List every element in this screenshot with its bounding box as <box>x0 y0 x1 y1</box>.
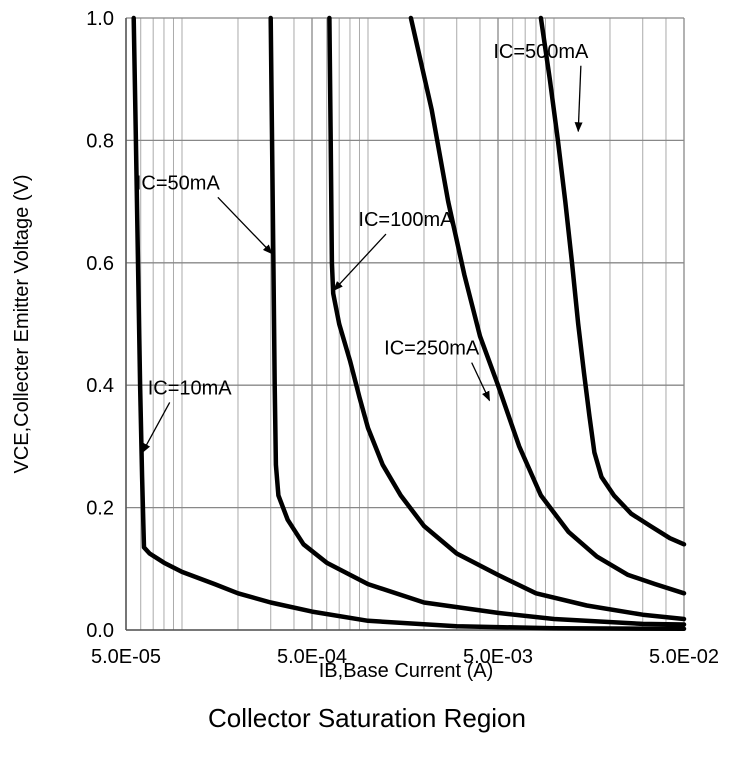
annotation-arrow <box>574 65 583 133</box>
annotation-label: IC=100mA <box>358 209 454 231</box>
grid <box>125 17 685 631</box>
chart-title: Collector Saturation Region <box>208 703 526 733</box>
annotation-arrow <box>333 233 387 292</box>
y-tick-label: 0.4 <box>86 375 114 397</box>
series-line-5 <box>538 15 687 547</box>
x-axis-title: IB,Base Current (A) <box>319 660 494 682</box>
y-tick-label: 0.2 <box>86 498 114 520</box>
annotation-arrow <box>217 196 273 255</box>
y-tick-label: 0.6 <box>86 253 114 275</box>
series-line-1 <box>131 15 687 632</box>
annotation-label: IC=50mA <box>136 172 221 194</box>
y-tick-label: 0.8 <box>86 130 114 152</box>
series-line-4 <box>408 15 687 596</box>
annotation-arrow <box>471 362 491 402</box>
chart-svg: IC=10mA IC=50mA IC=100mA IC=250mA IC=500mA 0… <box>11 8 719 682</box>
y-tick-label: 0.0 <box>86 620 114 642</box>
annotation-arrow <box>141 402 171 454</box>
x-tick-label: 5.0E-03 <box>463 646 533 668</box>
y-axis-title: VCE,Collecter Emitter Voltage (V) <box>11 175 33 474</box>
series-lines <box>131 15 687 632</box>
x-tick-label: 5.0E-04 <box>277 646 347 668</box>
annotations: IC=10mA IC=50mA IC=100mA IC=250mA IC=500mA <box>136 41 589 454</box>
annotation-label: IC=250mA <box>384 338 480 360</box>
series-line-3 <box>327 15 687 622</box>
annotation-label: IC=10mA <box>148 377 233 399</box>
x-tick-label: 5.0E-02 <box>649 646 719 668</box>
x-tick-label: 5.0E-05 <box>91 646 161 668</box>
series-line-2 <box>268 15 687 627</box>
annotation-label: IC=500mA <box>493 41 589 63</box>
tick-labels: 0.0 0.2 0.4 0.6 0.8 1.0 5.0E-05 5.0E-04 5.0E-03 5… <box>86 8 719 668</box>
y-tick-label: 1.0 <box>86 8 114 30</box>
